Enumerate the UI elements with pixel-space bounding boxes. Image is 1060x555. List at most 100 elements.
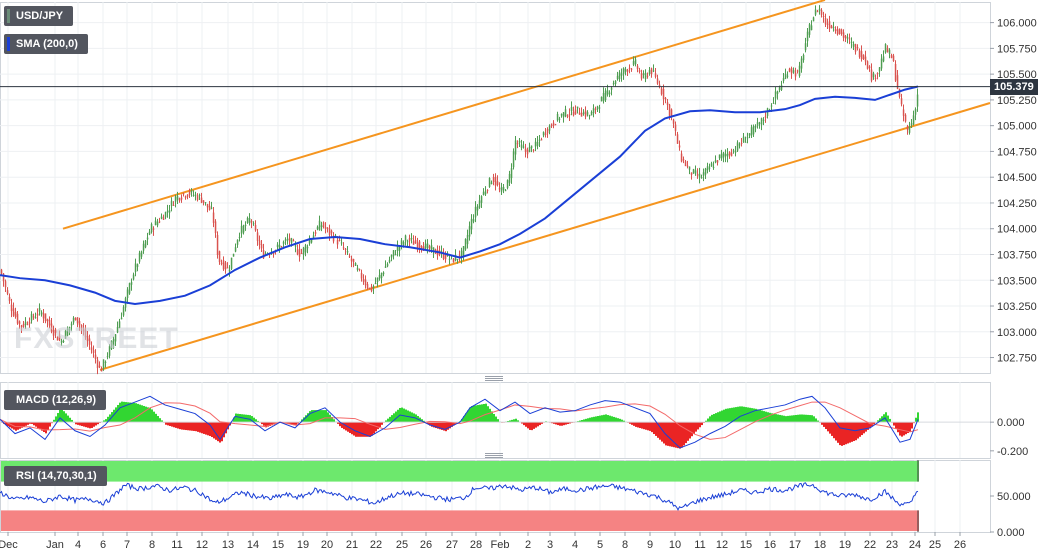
candle-body xyxy=(410,238,413,240)
candle-body xyxy=(460,250,463,259)
sma-tag[interactable]: SMA (200,0) xyxy=(4,34,88,54)
candle-body xyxy=(808,24,811,35)
candle-body xyxy=(392,250,395,256)
candle-body xyxy=(856,47,859,49)
candle-body xyxy=(762,119,765,121)
macd-histogram-bar xyxy=(521,422,523,424)
x-tick-label: 25 xyxy=(929,539,941,551)
macd-histogram-bar xyxy=(583,419,585,423)
candle-body xyxy=(902,109,905,116)
candle-body xyxy=(150,224,153,233)
macd-histogram-bar xyxy=(737,406,739,423)
y-tick-label: 103.500 xyxy=(997,275,1037,287)
macd-histogram-bar xyxy=(551,422,553,424)
candle-body xyxy=(92,350,95,353)
macd-histogram-bar xyxy=(531,422,533,431)
x-tick-label: 3 xyxy=(547,539,553,551)
candle-body xyxy=(34,317,37,319)
macd-histogram-bar xyxy=(615,417,617,423)
candle-body xyxy=(640,73,643,79)
macd-histogram-bar xyxy=(293,422,295,426)
pane-splitter-rsi[interactable] xyxy=(485,453,503,458)
candle-body xyxy=(156,221,159,226)
macd-y-tick-label: 0.000 xyxy=(997,417,1025,429)
candle-body xyxy=(336,240,339,245)
candle-body xyxy=(500,187,503,192)
macd-histogram-bar xyxy=(165,422,167,425)
candle-body xyxy=(524,148,527,152)
candle-body xyxy=(262,249,265,259)
candle-body xyxy=(122,307,125,316)
macd-histogram-bar xyxy=(71,419,73,423)
candle-body xyxy=(774,91,777,99)
candle-body xyxy=(770,105,773,107)
macd-histogram-bar xyxy=(879,418,881,423)
candle-body xyxy=(872,73,875,78)
candle-body xyxy=(284,239,287,242)
candle-body xyxy=(498,188,501,190)
candle-body xyxy=(740,142,743,144)
candle-body xyxy=(46,319,49,322)
macd-histogram-bar xyxy=(895,422,897,429)
pane-splitter-macd[interactable] xyxy=(485,376,503,381)
x-tick-label: Jan xyxy=(46,539,64,551)
macd-histogram-bar xyxy=(17,422,19,430)
candle-body xyxy=(796,70,799,72)
candle-body xyxy=(860,51,863,60)
candle-body xyxy=(848,38,851,40)
candle-body xyxy=(780,85,783,90)
candle-body xyxy=(94,354,97,360)
macd-histogram-bar xyxy=(39,422,41,430)
fxstreet-watermark: FXSTREET xyxy=(14,322,179,355)
candle-body xyxy=(548,125,551,131)
candle-body xyxy=(292,240,295,242)
candle-body xyxy=(670,109,673,117)
candle-body xyxy=(776,91,779,94)
macd-histogram-bar xyxy=(515,418,517,423)
macd-histogram-bar xyxy=(109,414,111,423)
candle-body xyxy=(208,205,211,211)
candle-body xyxy=(128,283,131,294)
macd-histogram-bar xyxy=(201,422,203,434)
rsi-tag[interactable]: RSI (14,70,30,1) xyxy=(4,466,107,486)
candle-body xyxy=(342,247,345,249)
candle-body xyxy=(756,122,759,126)
macd-histogram-bar xyxy=(597,416,599,423)
macd-histogram-bar xyxy=(157,416,159,423)
candle-body xyxy=(98,365,101,368)
macd-histogram-bar xyxy=(481,404,483,423)
candle-body xyxy=(870,69,873,81)
candle-body xyxy=(716,160,719,163)
candle-body xyxy=(834,29,837,31)
candle-body xyxy=(142,243,145,251)
macd-histogram-bar xyxy=(377,422,379,430)
candle-body xyxy=(608,92,611,94)
candle-body xyxy=(550,124,553,127)
candle-body xyxy=(534,141,537,147)
macd-histogram-bar xyxy=(43,422,45,432)
macd-histogram-bar xyxy=(215,422,217,440)
macd-histogram-bar xyxy=(175,422,177,428)
candle-body xyxy=(366,284,369,289)
macd-histogram-bar xyxy=(829,422,831,434)
candle-body xyxy=(464,239,467,250)
macd-histogram-bar xyxy=(451,422,453,427)
macd-histogram-bar xyxy=(817,420,819,423)
macd-histogram-bar xyxy=(67,415,69,423)
candle-body xyxy=(782,78,785,81)
candle-body xyxy=(516,143,519,145)
candle-body xyxy=(528,147,531,153)
macd-histogram-bar xyxy=(567,422,569,425)
candle-body xyxy=(688,166,691,170)
candle-body xyxy=(322,222,325,228)
candle-body xyxy=(232,253,235,257)
candle-body xyxy=(390,254,393,258)
candle-body xyxy=(618,72,621,80)
candle-body xyxy=(104,361,107,363)
candle-body xyxy=(566,115,569,118)
macd-tag[interactable]: MACD (12,26,9) xyxy=(4,390,107,410)
macd-histogram-bar xyxy=(911,422,913,429)
instrument-tag[interactable]: USD/JPY xyxy=(4,6,74,26)
macd-histogram-bar xyxy=(711,414,713,423)
candle-body xyxy=(696,174,699,176)
